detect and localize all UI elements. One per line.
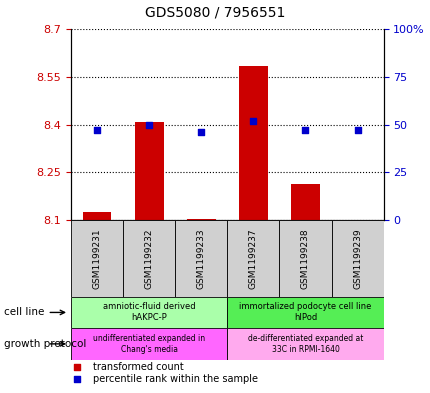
- Text: transformed count: transformed count: [93, 362, 183, 372]
- Bar: [227, 328, 383, 360]
- Bar: [227, 297, 383, 328]
- Text: GDS5080 / 7956551: GDS5080 / 7956551: [145, 6, 285, 20]
- Bar: [83, 212, 111, 220]
- Text: de-differentiated expanded at
33C in RPMI-1640: de-differentiated expanded at 33C in RPM…: [247, 334, 362, 354]
- Bar: [239, 66, 267, 220]
- Text: GSM1199232: GSM1199232: [144, 228, 154, 288]
- Bar: [331, 220, 383, 297]
- Text: GSM1199233: GSM1199233: [197, 228, 206, 289]
- Bar: [71, 297, 227, 328]
- Bar: [291, 184, 319, 220]
- Point: [145, 122, 152, 128]
- Bar: [187, 219, 215, 220]
- Point: [301, 127, 308, 134]
- Point: [249, 118, 256, 124]
- Text: undifferentiated expanded in
Chang's media: undifferentiated expanded in Chang's med…: [93, 334, 205, 354]
- Text: cell line: cell line: [4, 307, 45, 318]
- Bar: [123, 220, 175, 297]
- Bar: [71, 220, 123, 297]
- Text: growth protocol: growth protocol: [4, 339, 86, 349]
- Point: [74, 376, 81, 382]
- Text: percentile rank within the sample: percentile rank within the sample: [93, 374, 258, 384]
- Bar: [279, 220, 331, 297]
- Text: GSM1199237: GSM1199237: [248, 228, 257, 289]
- Point: [197, 129, 204, 136]
- Point: [353, 127, 360, 134]
- Bar: [135, 121, 163, 220]
- Point: [93, 127, 100, 134]
- Text: immortalized podocyte cell line
hIPod: immortalized podocyte cell line hIPod: [239, 302, 371, 323]
- Bar: [227, 220, 279, 297]
- Text: GSM1199239: GSM1199239: [352, 228, 361, 289]
- Text: GSM1199238: GSM1199238: [300, 228, 309, 289]
- Text: amniotic-fluid derived
hAKPC-P: amniotic-fluid derived hAKPC-P: [103, 302, 195, 323]
- Bar: [175, 220, 227, 297]
- Point: [74, 364, 81, 370]
- Bar: [71, 328, 227, 360]
- Text: GSM1199231: GSM1199231: [92, 228, 101, 289]
